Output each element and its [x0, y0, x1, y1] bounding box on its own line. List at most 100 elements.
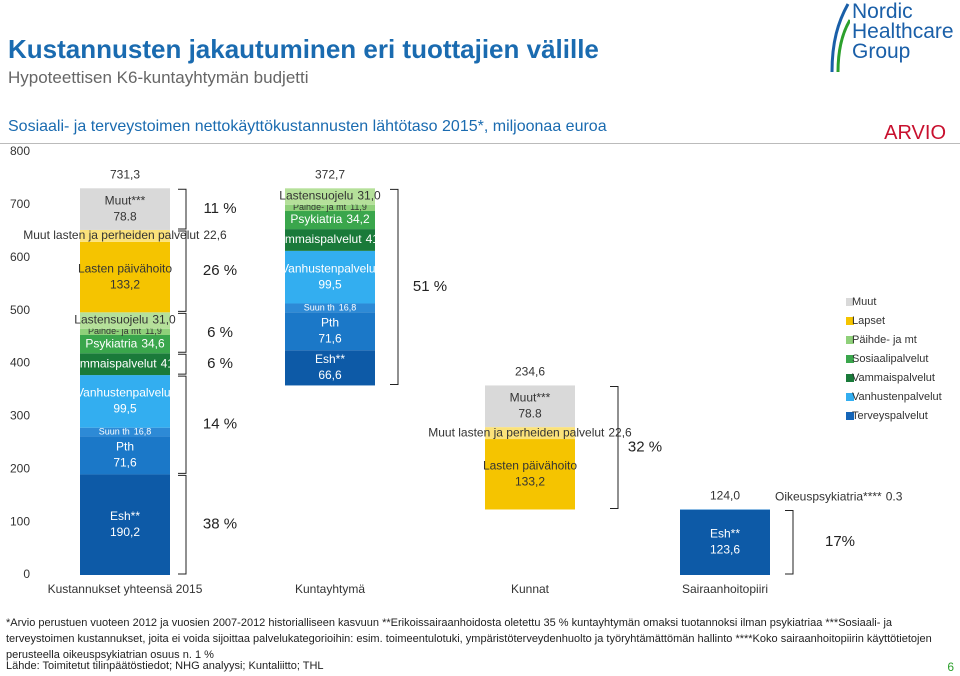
share-label: 17% [825, 533, 855, 550]
y-tick-label: 600 [10, 250, 30, 264]
share-label: 38 % [203, 516, 237, 533]
legend-label: Päihde- ja mt [852, 334, 917, 346]
x-tick-label: Kunnat [511, 582, 550, 596]
segment-value: 31,0 [152, 313, 176, 327]
bar-segment [285, 303, 375, 313]
segment-label: Lasten päivähoito [483, 458, 577, 472]
bracket [610, 385, 619, 509]
y-tick-label: 800 [10, 144, 30, 158]
segment-value: 78.8 [113, 209, 137, 223]
bracket [178, 188, 187, 230]
segment-label: Suun th [99, 427, 130, 437]
bar-segment [485, 385, 575, 428]
segment-value: 11,9 [350, 202, 367, 212]
source: Lähde: Toimitetut tilinpäätöstiedot; NHG… [6, 660, 324, 672]
segment-label: Vanhustenpalvelut [76, 386, 175, 400]
segment-label: Muut lasten ja perheiden palvelut [428, 425, 605, 439]
segment-value: 41,2 [366, 232, 390, 246]
bar-segment [285, 250, 375, 304]
segment-value: 99,5 [318, 277, 342, 291]
share-label: 6 % [207, 355, 233, 372]
bar-segment [80, 427, 170, 437]
segment-label: Psykiatria [290, 212, 342, 226]
segment-value: 133,2 [515, 474, 545, 488]
y-tick-label: 500 [10, 303, 30, 317]
share-label: 11 % [203, 200, 236, 217]
y-tick-label: 100 [10, 514, 30, 528]
segment-value: 16,8 [339, 302, 357, 312]
divider [0, 143, 960, 144]
y-tick-label: 700 [10, 197, 30, 211]
slide-subtitle: Hypoteettisen K6-kuntayhtymän budjetti [8, 68, 309, 87]
segment-value: 0.3 [886, 490, 903, 504]
legend-label: Sosiaalipalvelut [852, 353, 928, 365]
segment-label: Lastensuojelu [74, 313, 148, 327]
segment-value: 99,5 [113, 402, 137, 416]
bar-segment [285, 312, 375, 351]
segment-label: Psykiatria [85, 336, 137, 350]
bracket [178, 375, 187, 474]
bar-segment [485, 427, 575, 440]
logo: Nordic Healthcare Group [830, 0, 954, 72]
legend-label: Vanhustenpalvelut [852, 391, 942, 403]
bracket [390, 188, 399, 385]
y-tick-label: 0 [23, 567, 30, 581]
segment-label: Vammaispalvelut [271, 232, 362, 246]
share-label: 6 % [207, 324, 233, 341]
segment-value: 71,6 [113, 456, 137, 470]
segment-label: Vammaispalvelut [66, 356, 157, 370]
segment-label: Oikeuspsykiatria**** [775, 490, 882, 504]
segment-label: Esh** [110, 509, 140, 523]
segment-value: 22,6 [608, 425, 632, 439]
share-label: 14 % [203, 416, 237, 433]
legend-swatch [846, 393, 854, 401]
logo-text: Nordic [852, 0, 913, 23]
segment-label: Muut*** [510, 390, 551, 404]
x-tick-label: Kustannukset yhteensä 2015 [48, 582, 203, 596]
bar-segment [285, 204, 375, 212]
y-tick-label: 300 [10, 409, 30, 423]
segment-value: 34,2 [346, 212, 370, 226]
segment-label: Vanhustenpalvelut [281, 261, 380, 275]
share-label: 26 % [203, 262, 237, 279]
bracket [178, 353, 187, 375]
legend-label: Vammaispalvelut [852, 372, 935, 384]
logo-text: Healthcare [852, 20, 954, 43]
segment-value: 78.8 [518, 406, 542, 420]
logo-text: Group [852, 40, 911, 63]
segment-value: 66,6 [318, 368, 342, 382]
segment-label: Lasten päivähoito [78, 261, 172, 275]
bar-segment [80, 474, 170, 575]
bar-segment [285, 229, 375, 251]
segment-label: Muut*** [105, 193, 146, 207]
segment-value: 123,6 [710, 542, 740, 556]
segment-value: 190,2 [110, 525, 140, 539]
legend-swatch [846, 336, 854, 344]
bar-segment [285, 350, 375, 386]
share-label: 51 % [413, 278, 447, 295]
bar-segment [285, 188, 375, 205]
segment-label: Pth [116, 440, 134, 454]
share-label: 32 % [628, 438, 662, 455]
bar-segment [80, 328, 170, 336]
segment-value: 16,8 [134, 427, 152, 437]
segment-value: 34,6 [141, 336, 165, 350]
total-label: 234,6 [515, 365, 545, 379]
legend-swatch [846, 374, 854, 382]
legend-swatch [846, 298, 854, 306]
x-tick-label: Sairaanhoitopiiri [682, 582, 768, 596]
segment-label: Päihde- ja mt [293, 202, 347, 212]
bar-segment [80, 375, 170, 428]
segment-value: 41,2 [161, 356, 185, 370]
bar-segment [680, 509, 770, 510]
segment-value: 133,2 [110, 277, 140, 291]
segment-value: 22,6 [203, 228, 227, 242]
slide-title: Kustannusten jakautuminen eri tuottajien… [8, 34, 599, 64]
segment-value: 11,9 [145, 326, 162, 336]
legend-label: Terveyspalvelut [852, 410, 928, 422]
segment-label: Esh** [315, 352, 345, 366]
bar-segment [80, 436, 170, 475]
total-label: 372,7 [315, 168, 345, 182]
legend-label: Lapset [852, 315, 885, 327]
